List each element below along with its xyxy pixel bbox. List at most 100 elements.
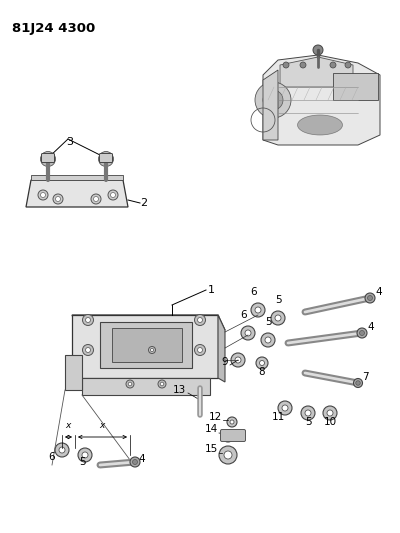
Circle shape (227, 417, 237, 427)
FancyBboxPatch shape (220, 430, 246, 441)
Circle shape (224, 451, 232, 459)
Text: 8: 8 (259, 367, 265, 377)
Text: 11: 11 (271, 412, 285, 422)
Circle shape (365, 293, 375, 303)
Circle shape (126, 380, 134, 388)
Circle shape (271, 311, 285, 325)
Text: 5: 5 (265, 317, 271, 327)
Circle shape (330, 62, 336, 68)
Circle shape (38, 190, 48, 200)
Text: 6: 6 (241, 310, 247, 320)
Polygon shape (72, 315, 225, 330)
Circle shape (148, 346, 156, 353)
Ellipse shape (298, 115, 342, 135)
Circle shape (283, 62, 289, 68)
Circle shape (91, 194, 101, 204)
Text: 3: 3 (66, 137, 73, 147)
Circle shape (260, 360, 264, 366)
Circle shape (278, 401, 292, 415)
Circle shape (86, 348, 90, 352)
Circle shape (235, 357, 241, 363)
Polygon shape (112, 328, 182, 362)
Polygon shape (218, 315, 225, 382)
Polygon shape (31, 175, 123, 180)
Circle shape (130, 457, 140, 467)
Text: 4: 4 (138, 454, 145, 464)
Text: x: x (99, 421, 105, 430)
Circle shape (94, 197, 98, 201)
Circle shape (282, 405, 288, 411)
FancyBboxPatch shape (42, 154, 54, 163)
Polygon shape (65, 355, 82, 390)
Polygon shape (263, 55, 380, 145)
Circle shape (231, 353, 245, 367)
Circle shape (354, 378, 362, 387)
Circle shape (345, 62, 351, 68)
Text: 10: 10 (324, 417, 336, 427)
Circle shape (128, 382, 132, 386)
Text: 5: 5 (275, 295, 281, 305)
Polygon shape (333, 73, 378, 100)
Circle shape (59, 447, 65, 453)
Circle shape (357, 328, 367, 338)
Circle shape (265, 337, 271, 343)
Circle shape (158, 380, 166, 388)
Circle shape (194, 344, 206, 356)
Circle shape (110, 192, 116, 198)
Text: 12: 12 (209, 412, 222, 422)
Circle shape (323, 406, 337, 420)
Circle shape (82, 452, 88, 458)
Polygon shape (100, 322, 192, 368)
Circle shape (198, 318, 202, 322)
Circle shape (82, 344, 94, 356)
Circle shape (356, 381, 360, 385)
Circle shape (230, 420, 234, 424)
Circle shape (360, 330, 364, 335)
Circle shape (256, 357, 268, 369)
Circle shape (53, 194, 63, 204)
Circle shape (300, 62, 306, 68)
Circle shape (261, 333, 275, 347)
Text: 6: 6 (49, 452, 55, 462)
Text: 5: 5 (79, 457, 85, 467)
Text: 81J24 4300: 81J24 4300 (12, 22, 95, 35)
Text: x: x (65, 421, 71, 430)
Circle shape (132, 459, 138, 464)
Circle shape (194, 314, 206, 326)
Circle shape (301, 406, 315, 420)
Text: 4: 4 (367, 322, 374, 332)
Circle shape (219, 446, 237, 464)
Circle shape (313, 45, 323, 55)
Circle shape (241, 326, 255, 340)
Circle shape (150, 349, 154, 352)
Text: 4: 4 (375, 287, 382, 297)
Circle shape (222, 430, 234, 442)
Polygon shape (263, 70, 278, 140)
Circle shape (56, 197, 60, 201)
Circle shape (160, 382, 164, 386)
Circle shape (98, 151, 114, 166)
Circle shape (255, 82, 291, 118)
Polygon shape (72, 315, 218, 378)
Circle shape (305, 410, 311, 416)
Polygon shape (82, 378, 210, 395)
Polygon shape (26, 180, 128, 207)
Text: 7: 7 (362, 372, 369, 382)
Circle shape (108, 190, 118, 200)
Text: 5: 5 (305, 417, 311, 427)
Circle shape (226, 433, 230, 439)
Circle shape (368, 295, 372, 301)
Circle shape (327, 410, 333, 416)
Circle shape (245, 330, 251, 336)
Circle shape (86, 318, 90, 322)
Circle shape (275, 315, 281, 321)
Circle shape (251, 303, 265, 317)
Circle shape (82, 314, 94, 326)
Circle shape (255, 307, 261, 313)
Text: 6: 6 (251, 287, 257, 297)
Text: 15: 15 (205, 444, 218, 454)
Circle shape (40, 151, 56, 166)
Text: 13: 13 (173, 385, 186, 395)
Polygon shape (280, 57, 353, 87)
FancyBboxPatch shape (100, 154, 112, 163)
